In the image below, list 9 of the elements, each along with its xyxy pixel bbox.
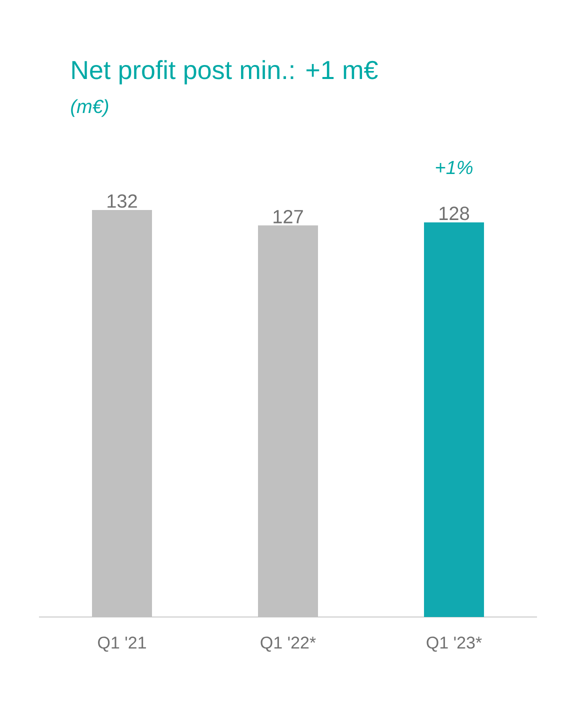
data-label: 127 (274, 210, 303, 224)
data-label: 128 (440, 206, 470, 220)
text: +1% (436, 160, 472, 174)
x-tick-label: Q1 '21 (98, 636, 146, 652)
x-tick-label: Q1 '23* (426, 636, 482, 652)
data-label: 132 (108, 194, 137, 208)
chart-title: Net profit post min.: +1 m€ (72, 60, 378, 84)
x-tick-label: Q1 '22* (260, 636, 316, 652)
chart-subtitle: (m€) (71, 99, 108, 117)
